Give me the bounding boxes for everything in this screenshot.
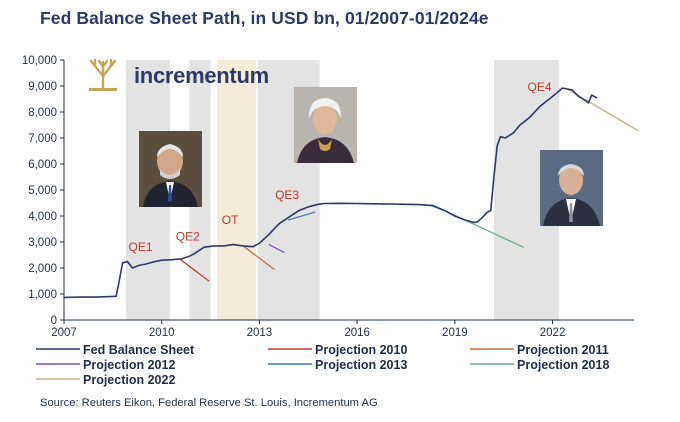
legend-label: Projection 2010	[315, 343, 407, 357]
y-tick-label: 8,000	[28, 107, 57, 119]
period-label-qe1: QE1	[129, 240, 153, 254]
chart-title: Fed Balance Sheet Path, in USD bn, 01/20…	[40, 8, 489, 28]
period-label-ot: OT	[222, 213, 239, 227]
period-label-qe4: QE4	[528, 80, 552, 94]
tree-icon	[85, 58, 121, 92]
period-shade-ot	[217, 60, 257, 320]
y-tick-label: 10,000	[22, 55, 57, 67]
incrementum-logo: incrementum	[85, 58, 269, 92]
axes: 0 1,000 2,000 3,000 4,000 5,000 6,000 7,000 8,00…	[22, 55, 634, 339]
legend-label: Projection 2011	[517, 343, 609, 357]
legend-label: Projection 2022	[83, 373, 175, 387]
x-tick-label: 2016	[344, 327, 370, 339]
legend: Fed Balance Sheet Projection 2010 Projecti…	[36, 343, 609, 387]
y-tick-label: 3,000	[28, 237, 57, 249]
x-tick-label: 2019	[442, 327, 468, 339]
legend-label: Projection 2013	[315, 358, 407, 372]
y-tick-label: 9,000	[28, 81, 57, 93]
series-lines	[63, 87, 638, 299]
series-line-fed-balance-sheet	[63, 87, 598, 299]
powell-portrait	[540, 150, 603, 226]
period-labels: QE1 QE2 OT QE3 QE4	[129, 80, 552, 254]
legend-label: Projection 2018	[517, 358, 609, 372]
legend-label: Projection 2012	[83, 358, 175, 372]
y-tick-label: 7,000	[28, 133, 57, 145]
source-note: Source: Reuters Eikon, Federal Reserve S…	[40, 397, 378, 409]
x-tick-label: 2007	[51, 327, 77, 339]
brand-name: incrementum	[134, 63, 269, 88]
period-label-qe3: QE3	[275, 188, 299, 202]
y-tick-label: 0	[51, 315, 57, 327]
series-line-projection-2013	[288, 211, 316, 221]
period-shading	[125, 60, 560, 320]
x-tick-label: 2010	[149, 327, 175, 339]
legend-label: Fed Balance Sheet	[83, 343, 195, 357]
bernanke-portrait	[139, 131, 202, 207]
period-label-qe2: QE2	[176, 230, 200, 244]
y-tick-label: 5,000	[28, 185, 57, 197]
y-tick-label: 2,000	[28, 263, 57, 275]
x-tick-label: 2022	[540, 327, 566, 339]
series-line-projection-2012	[268, 244, 285, 253]
x-tick-label: 2013	[247, 327, 273, 339]
y-tick-label: 6,000	[28, 159, 57, 171]
y-tick-label: 4,000	[28, 211, 57, 223]
y-tick-label: 1,000	[28, 289, 57, 301]
yellen-portrait	[294, 87, 357, 163]
series-line-projection-2011	[242, 245, 275, 270]
series-line-projection-2010	[179, 258, 210, 282]
